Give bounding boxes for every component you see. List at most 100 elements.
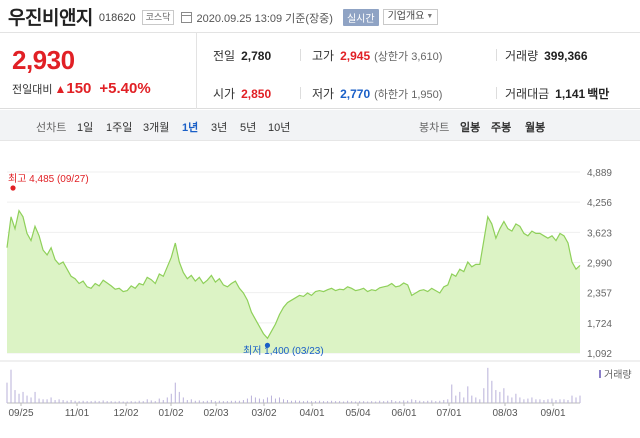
- low-label: 저가: [312, 87, 335, 101]
- max-price-dot: [10, 185, 16, 191]
- volume-bar: [194, 400, 196, 403]
- volume-bar: [146, 399, 148, 403]
- volume-bar: [563, 399, 565, 403]
- tab-candle-weekly[interactable]: 주봉: [491, 122, 512, 134]
- realtime-button[interactable]: 실시간: [342, 8, 379, 26]
- tab-period-1y[interactable]: 1년: [182, 122, 199, 134]
- volume-bar: [142, 401, 144, 403]
- high-value: 2,945: [340, 49, 371, 63]
- volume-bar: [427, 400, 429, 403]
- volume-bar: [343, 401, 345, 403]
- volume-bar: [303, 401, 305, 403]
- tab-period-1d[interactable]: 1일: [77, 122, 94, 134]
- change-row: 전일대비 ▲ 150 +5.40%: [12, 80, 151, 97]
- volume-bar: [98, 401, 100, 403]
- line-chart-label: 선차트: [36, 122, 67, 134]
- volume-bar: [299, 400, 301, 403]
- y-tick-label: 4,889: [587, 168, 612, 179]
- volume-bar: [387, 400, 389, 403]
- volume-label: 거래량: [505, 49, 539, 63]
- volume-bar: [383, 401, 385, 403]
- volume-bar: [134, 401, 136, 403]
- volume-bar: [551, 398, 553, 403]
- x-tick-label: 04/01: [299, 408, 324, 419]
- tab-period-10y[interactable]: 10년: [268, 122, 291, 134]
- x-tick-label: 09/25: [8, 408, 33, 419]
- tab-period-5y[interactable]: 5년: [240, 122, 257, 134]
- volume-bar: [10, 369, 12, 403]
- volume-bar: [154, 401, 156, 403]
- volume-bar: [443, 400, 445, 403]
- volume-bar: [138, 400, 140, 403]
- volume-bar: [487, 367, 489, 403]
- y-tick-label: 1,092: [587, 349, 612, 360]
- tab-candle-daily[interactable]: 일봉: [460, 122, 481, 134]
- tab-period-3y[interactable]: 3년: [211, 122, 228, 134]
- volume-legend-label: 거래량: [604, 369, 632, 381]
- market-badge: 코스닥: [141, 10, 175, 25]
- prev-close-value: 2,780: [241, 49, 272, 63]
- volume-bar: [266, 397, 268, 403]
- volume-bar: [479, 399, 481, 403]
- volume-bar: [46, 399, 48, 403]
- volume-bar: [439, 400, 441, 403]
- volume-bar: [110, 401, 112, 403]
- volume-bar: [403, 400, 405, 403]
- prev-close-stat: 전일 2,780: [213, 47, 271, 64]
- company-info-label: 기업개요: [387, 11, 425, 22]
- volume-bar: [335, 401, 337, 403]
- volume-bar: [535, 399, 537, 403]
- volume-bar: [286, 400, 288, 403]
- volume-bar: [202, 401, 204, 403]
- tab-period-1w[interactable]: 1주일: [106, 122, 133, 134]
- volume-bar: [455, 395, 457, 403]
- volume-bar: [511, 397, 513, 403]
- volume-bar: [467, 386, 469, 403]
- volume-bar: [226, 401, 228, 403]
- volume-bar: [451, 384, 453, 403]
- tab-candle-monthly[interactable]: 월봉: [525, 122, 546, 134]
- trade-value-unit: 백만: [587, 87, 610, 101]
- volume-bar: [50, 397, 52, 403]
- price-area-fill: [7, 210, 580, 353]
- volume-bar: [58, 399, 60, 403]
- quote-panel: 2,930 전일대비 ▲ 150 +5.40% 전일 2,780 고가 2,94…: [0, 33, 640, 109]
- volume-bar: [367, 401, 369, 403]
- volume-bar: [150, 400, 152, 403]
- volume-bar: [174, 382, 176, 403]
- volume-bar: [42, 399, 44, 403]
- volume-bar: [82, 400, 84, 403]
- price-box: 2,930 전일대비 ▲ 150 +5.40%: [0, 33, 197, 109]
- volume-bar: [547, 399, 549, 403]
- volume-bar: [311, 401, 313, 403]
- x-tick-label: 09/01: [540, 408, 565, 419]
- volume-bar: [347, 400, 349, 403]
- x-tick-label: 03/02: [251, 408, 276, 419]
- volume-bar: [459, 391, 461, 403]
- x-tick-label: 08/03: [492, 408, 517, 419]
- volume-bar: [274, 398, 276, 403]
- volume-bar: [351, 401, 353, 403]
- volume-bar: [254, 397, 256, 403]
- volume-bar: [222, 401, 224, 403]
- volume-bar: [18, 393, 20, 403]
- volume-bar: [419, 400, 421, 403]
- y-tick-label: 1,724: [587, 319, 612, 330]
- volume-bar: [319, 400, 321, 403]
- volume-bar: [126, 401, 128, 403]
- chevron-down-icon: ▼: [426, 13, 434, 20]
- current-price: 2,930: [12, 45, 75, 75]
- volume-bar: [30, 397, 32, 403]
- low-value: 2,770: [340, 87, 371, 101]
- volume-bar: [463, 397, 465, 403]
- tab-period-3m[interactable]: 3개월: [143, 122, 170, 134]
- open-label: 시가: [213, 87, 236, 101]
- volume-bar: [70, 400, 72, 403]
- company-info-button[interactable]: 기업개요 ▼: [382, 9, 439, 25]
- volume-bar: [575, 397, 577, 403]
- price-area: [6, 209, 581, 353]
- volume-bar: [415, 400, 417, 403]
- volume-bar: [242, 400, 244, 403]
- volume-bar: [363, 401, 365, 403]
